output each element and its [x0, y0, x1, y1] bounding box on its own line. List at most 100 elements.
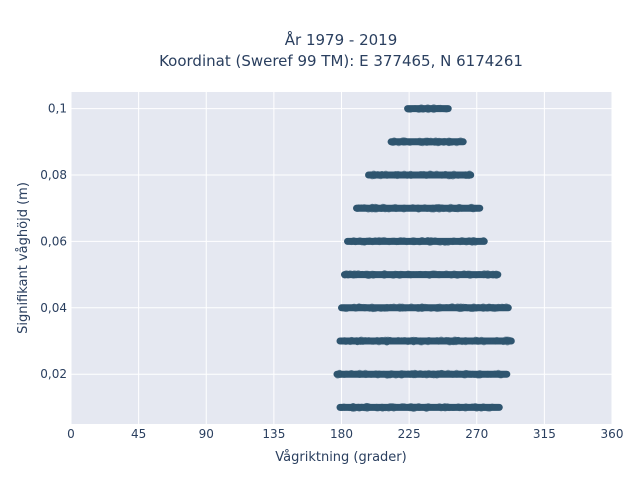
data-point	[368, 303, 375, 310]
data-point	[448, 272, 455, 279]
data-point	[443, 271, 450, 278]
data-point	[437, 370, 444, 377]
data-point	[417, 140, 424, 147]
data-point	[433, 271, 440, 278]
data-point	[402, 139, 409, 146]
data-point	[429, 370, 436, 377]
data-point	[383, 303, 390, 310]
data-point	[418, 171, 425, 178]
data-point	[471, 371, 478, 378]
data-point	[441, 106, 448, 113]
data-point	[424, 139, 431, 146]
data-point	[447, 137, 454, 144]
data-point	[393, 338, 400, 345]
data-point	[405, 304, 412, 311]
data-point	[341, 372, 348, 379]
data-point	[403, 239, 410, 246]
y-axis-ticks: 0,02 0,04 0,06 0,08 0,1	[40, 102, 67, 382]
data-point	[406, 371, 413, 378]
data-point	[386, 239, 393, 246]
data-point	[414, 305, 421, 312]
data-point	[495, 369, 502, 376]
x-tick-label: 180	[330, 427, 353, 441]
data-point	[449, 173, 456, 180]
x-tick-label: 315	[533, 427, 556, 441]
data-point	[385, 205, 392, 212]
data-point	[384, 172, 391, 179]
data-point	[435, 171, 442, 178]
chart-title-line-1: År 1979 - 2019	[285, 30, 398, 49]
data-point	[460, 138, 467, 145]
data-point	[452, 238, 459, 245]
data-point	[394, 271, 401, 278]
data-point	[450, 371, 457, 378]
data-point	[469, 204, 476, 211]
data-point	[372, 237, 379, 244]
data-point	[375, 337, 382, 344]
data-point	[424, 206, 431, 213]
data-point	[428, 271, 435, 278]
data-point	[399, 402, 406, 409]
data-point	[347, 238, 354, 245]
data-point	[453, 404, 460, 411]
data-point	[390, 303, 397, 310]
data-point	[422, 403, 429, 410]
data-point	[447, 339, 454, 346]
data-point	[432, 404, 439, 411]
data-point	[444, 171, 451, 178]
data-point	[357, 303, 364, 310]
data-point	[500, 339, 507, 346]
data-point	[411, 205, 418, 212]
data-point	[370, 337, 377, 344]
data-point	[399, 370, 406, 377]
x-tick-label: 135	[262, 427, 285, 441]
data-point	[392, 371, 399, 378]
data-point	[437, 239, 444, 246]
data-point	[440, 206, 447, 213]
data-point	[483, 371, 490, 378]
data-point	[356, 370, 363, 377]
x-tick-label: 0	[67, 427, 75, 441]
data-point	[475, 371, 482, 378]
data-point	[352, 305, 359, 312]
data-point	[423, 172, 430, 179]
data-point	[486, 304, 493, 311]
data-point	[455, 336, 462, 343]
data-point	[472, 402, 479, 409]
data-point	[449, 303, 456, 310]
data-point	[346, 405, 353, 412]
data-point	[354, 271, 361, 278]
data-points	[333, 104, 515, 412]
data-point	[441, 137, 448, 144]
y-tick-label: 0,04	[40, 301, 67, 315]
y-axis-title: Signifikant våghöjd (m)	[16, 182, 31, 334]
data-point	[354, 339, 361, 346]
data-point	[359, 239, 366, 246]
data-point	[457, 303, 464, 310]
chart-title-line-2: Koordinat (Sweref 99 TM): E 377465, N 61…	[159, 52, 523, 70]
data-point	[379, 336, 386, 343]
data-point	[390, 204, 397, 211]
data-point	[499, 305, 506, 312]
x-tick-label: 270	[465, 427, 488, 441]
data-point	[402, 205, 409, 212]
data-point	[434, 303, 441, 310]
data-point	[463, 370, 470, 377]
data-point	[344, 305, 351, 312]
data-point	[493, 270, 500, 277]
data-point	[481, 237, 488, 244]
data-point	[442, 238, 449, 245]
data-point	[464, 171, 471, 178]
data-point	[426, 304, 433, 311]
data-point	[410, 172, 417, 179]
data-point	[395, 239, 402, 246]
data-point	[409, 404, 416, 411]
data-point	[364, 272, 371, 279]
data-point	[479, 304, 486, 311]
data-point	[362, 372, 369, 379]
data-point	[435, 140, 442, 147]
data-point	[493, 337, 500, 344]
data-point	[399, 270, 406, 277]
data-point	[462, 303, 469, 310]
